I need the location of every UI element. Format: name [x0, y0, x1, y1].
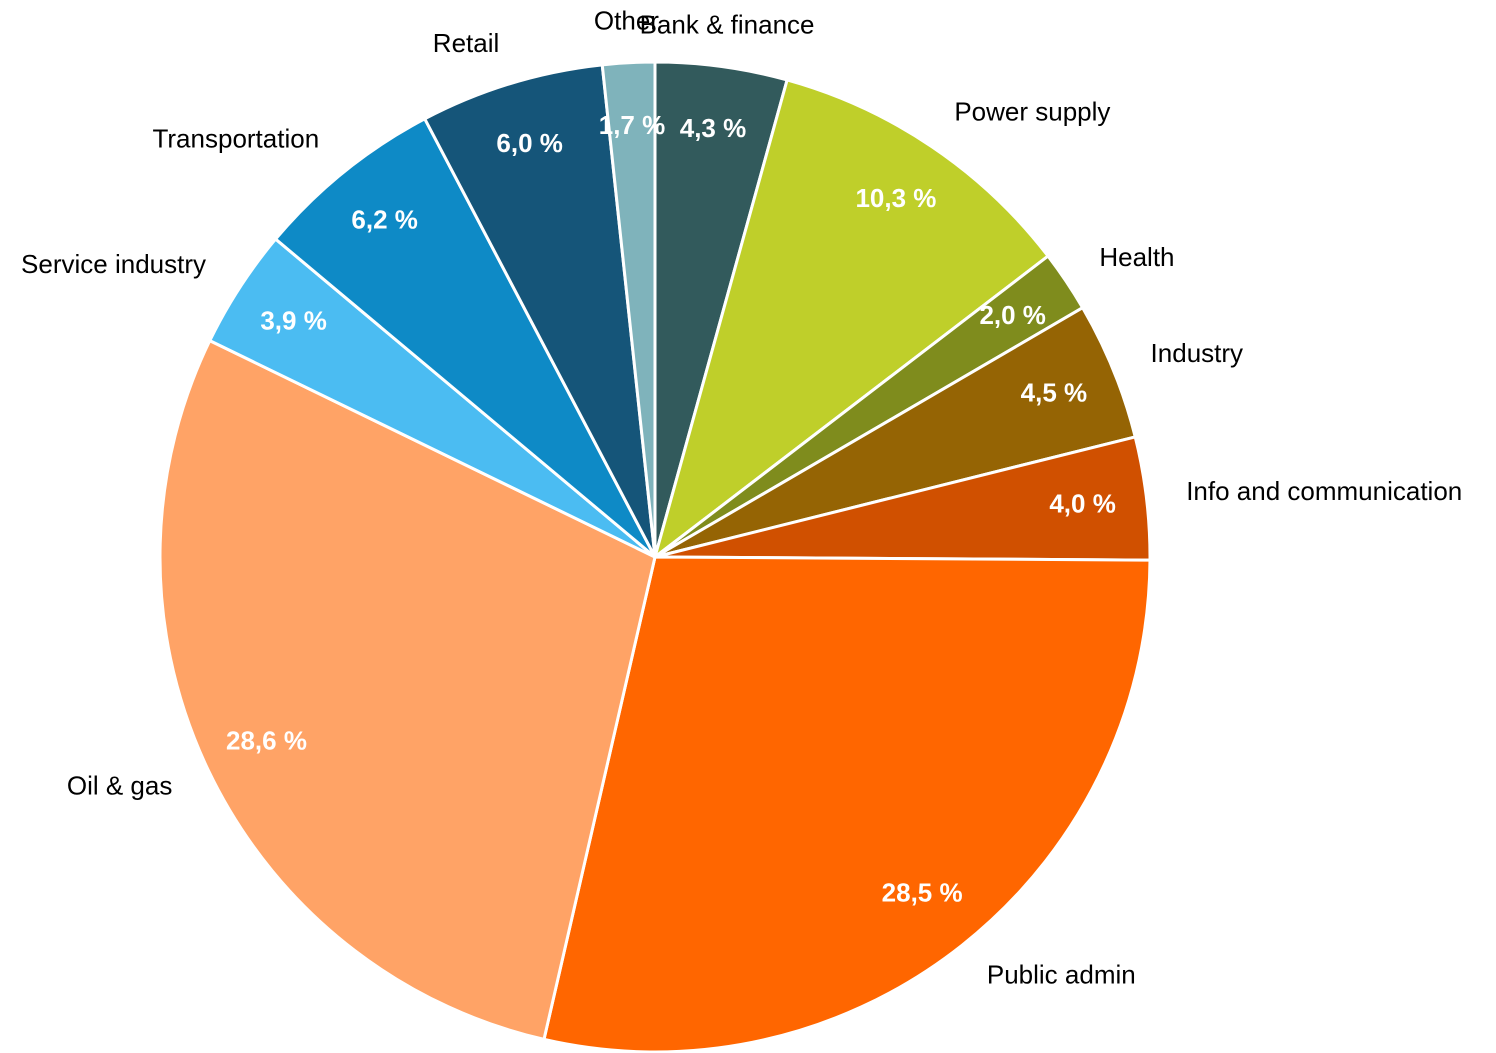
pie-slice — [422, 63, 657, 558]
category-label: Health — [1099, 242, 1174, 272]
pie-slice — [652, 78, 1051, 561]
data-label: 28,5 % — [882, 878, 963, 908]
data-label: 2,0 % — [979, 300, 1046, 330]
category-label: Bank & finance — [640, 10, 815, 40]
category-label: Info and communication — [1186, 476, 1462, 506]
category-label: Other — [594, 6, 659, 36]
category-label: Oil & gas — [67, 771, 173, 801]
data-label: 1,7 % — [599, 110, 666, 140]
category-label: Service industry — [21, 249, 206, 279]
data-label: 3,9 % — [260, 306, 327, 336]
category-label: Retail — [433, 28, 499, 58]
data-label: 28,6 % — [226, 726, 307, 756]
pie-slice — [158, 338, 657, 1042]
data-label: 10,3 % — [855, 183, 936, 213]
data-label: 4,5 % — [1021, 378, 1088, 408]
pie-slice — [542, 555, 1152, 1053]
data-label: 4,0 % — [1049, 489, 1116, 519]
category-label: Power supply — [954, 96, 1110, 126]
data-label: 6,2 % — [351, 205, 418, 235]
pie-slice — [600, 60, 657, 558]
data-label: 6,0 % — [496, 128, 563, 158]
pie-slice — [273, 116, 657, 559]
category-label: Public admin — [987, 959, 1136, 989]
category-label: Industry — [1151, 338, 1244, 368]
category-label: Transportation — [152, 123, 319, 153]
data-label: 4,3 % — [680, 113, 747, 143]
